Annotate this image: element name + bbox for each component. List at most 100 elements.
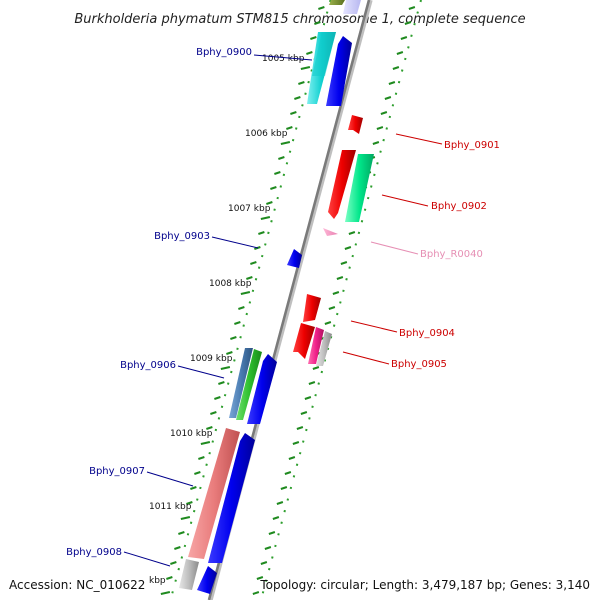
gene-feature-bphy0905-pink[interactable]: [308, 327, 324, 364]
scale-tick: [280, 486, 288, 490]
scale-tick: [300, 411, 308, 415]
scale-tick: [260, 216, 271, 220]
scale-tick: [332, 291, 340, 295]
scale-tick: [186, 501, 193, 505]
gene-feature-olive[interactable]: [329, 0, 345, 5]
topology-label: Topology: circular; Length: 3,479,187 bp…: [260, 578, 590, 592]
scale-tick: [178, 531, 185, 535]
gene-feature-bphy0907-salmon[interactable]: [188, 428, 240, 559]
scale-tick: [300, 66, 311, 70]
scale-tick: [218, 381, 225, 385]
scale-tick: [336, 276, 344, 280]
gene-feature-bphy0904[interactable]: [303, 294, 321, 322]
gene-label-bphy0907[interactable]: Bphy_0907: [89, 466, 145, 477]
gene-labels: Bphy_0900 Bphy_0901 Bphy_0902 Bphy_0903 …: [66, 47, 500, 558]
scale-tick: [170, 561, 177, 565]
scale-tick: [190, 486, 197, 490]
gene-label-bphy0903[interactable]: Bphy_0903: [154, 231, 210, 242]
scale-tick: [210, 411, 217, 415]
scale-tick: [268, 531, 276, 535]
scale-tick: [310, 36, 317, 40]
scale-tick: [380, 111, 388, 115]
gene-label-bphy0901[interactable]: Bphy_0901: [444, 140, 500, 151]
gene-label-bphyR0040[interactable]: Bphy_R0040: [420, 249, 483, 260]
scale-tick: [264, 546, 272, 550]
gene-callout-lines: [123, 54, 443, 567]
scale-tick: [372, 141, 380, 145]
scale-tick: [304, 396, 312, 400]
gene-label-bphy0906[interactable]: Bphy_0906: [120, 360, 176, 371]
scale-tick: [348, 231, 356, 235]
gene-features: [179, 0, 374, 594]
scale-tick: [206, 426, 213, 430]
scale-ticks: [160, 6, 416, 595]
scale-tick: [288, 456, 296, 460]
gene-feature-bphy0906-green[interactable]: [236, 349, 262, 420]
gene-feature-bphyR0040[interactable]: [323, 228, 338, 236]
scale-tick: [260, 561, 268, 565]
scale-tick: [278, 156, 285, 160]
scale-tick: [400, 36, 408, 40]
gene-label-bphy0900[interactable]: Bphy_0900: [196, 47, 252, 58]
gene-feature-bphy0905-red[interactable]: [293, 323, 315, 359]
scale-tick: [308, 381, 316, 385]
scale-tick: [280, 141, 291, 145]
gene-label-bphy0905[interactable]: Bphy_0905: [391, 359, 447, 370]
scale-tick: [252, 591, 260, 595]
gene-feature-bphy0902-red[interactable]: [328, 150, 356, 219]
gene-feature-bphy0908-blue[interactable]: [197, 566, 217, 594]
scale-tick: [396, 51, 404, 55]
scale-tick: [286, 126, 293, 130]
scale-tick-labels: 1005 kbp 1006 kbp 1007 kbp 1008 kbp 1009…: [149, 54, 305, 586]
scale-tick: [200, 441, 211, 445]
gene-feature-bphy0903[interactable]: [287, 249, 302, 268]
gene-feature-lavender[interactable]: [343, 0, 361, 14]
gene-feature-bphy0902-green[interactable]: [345, 154, 374, 222]
scale-tick: [306, 51, 313, 55]
tick-label-1009: 1009 kbp: [190, 354, 233, 364]
gene-feature-bphy0901[interactable]: [348, 115, 363, 134]
tick-label-1005: 1005 kbp: [262, 54, 305, 64]
scale-tick: [294, 96, 301, 100]
scale-tick: [174, 546, 181, 550]
scale-tick: [180, 516, 191, 520]
scale-tick: [266, 201, 273, 205]
scale-tick: [246, 276, 253, 280]
accession-label: Accession: NC_010622: [9, 578, 146, 592]
scale-tick: [166, 576, 173, 580]
scale-tick: [220, 366, 231, 370]
gene-feature-bphy0907-blue[interactable]: [208, 433, 255, 563]
scale-tick: [384, 96, 392, 100]
gene-label-bphy0902[interactable]: Bphy_0902: [431, 201, 487, 212]
gene-feature-bphy0908-grey[interactable]: [179, 559, 199, 590]
scale-tick: [270, 186, 277, 190]
gene-label-bphy0904[interactable]: Bphy_0904: [399, 328, 455, 339]
scale-tick: [240, 291, 251, 295]
scale-tick: [284, 471, 292, 475]
tick-label-1011: 1011 kbp: [149, 502, 192, 512]
gene-label-bphy0908[interactable]: Bphy_0908: [66, 547, 122, 558]
tick-label-1007: 1007 kbp: [228, 204, 271, 214]
scale-tick: [194, 471, 201, 475]
scale-tick: [404, 21, 412, 25]
gene-feature-cyan-b[interactable]: [312, 32, 336, 76]
scale-tick: [230, 336, 237, 340]
scale-tick: [274, 171, 281, 175]
scale-tick: [214, 396, 221, 400]
scale-tick: [292, 441, 300, 445]
scale-tick: [198, 456, 205, 460]
reverse-strand-guide: [260, 0, 422, 600]
scale-tick: [392, 66, 400, 70]
scale-tick: [344, 246, 352, 250]
gene-feature-bphy0900-blue[interactable]: [326, 36, 352, 106]
gene-feature-bphy0905-grey[interactable]: [316, 331, 332, 366]
scale-tick: [324, 321, 332, 325]
scale-tick: [258, 231, 265, 235]
scale-tick: [290, 111, 297, 115]
scale-tick: [408, 6, 416, 10]
gene-feature-bphy0906-steel[interactable]: [229, 348, 253, 418]
tick-label-1012: kbp: [149, 576, 166, 586]
gene-feature-bphy0906-blue[interactable]: [247, 354, 277, 424]
scale-tick: [238, 306, 245, 310]
